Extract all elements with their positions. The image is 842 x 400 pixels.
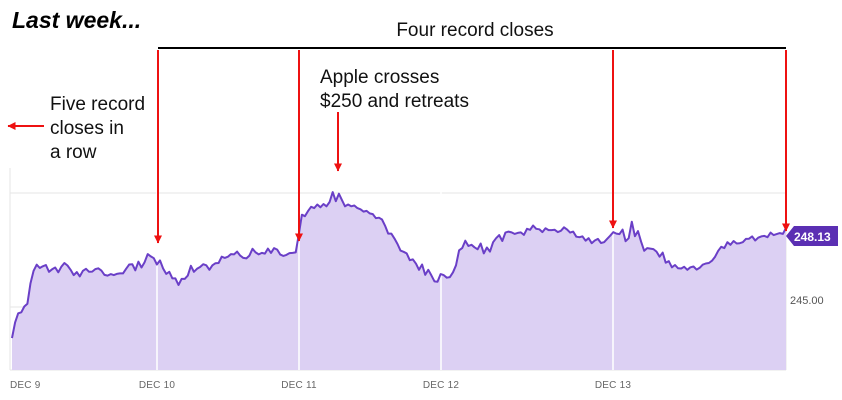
bracket-annotation-label: Four record closes <box>396 20 553 41</box>
x-axis-ticks: DEC 9 DEC 10 DEC 11 DEC 12 DEC 13 <box>10 380 631 391</box>
price-line <box>11 191 787 339</box>
last-value-badge-shape <box>786 226 838 246</box>
x-tick-label: DEC 10 <box>139 380 175 391</box>
five-record-line-1: Five record <box>50 94 145 115</box>
five-record-line-2: closes in <box>50 118 124 139</box>
x-tick-label: DEC 11 <box>281 380 317 391</box>
apple-annotation: Apple crosses $250 and retreats <box>320 67 469 112</box>
last-value-badge: 248.13 <box>786 226 838 246</box>
x-tick-label: DEC 12 <box>423 380 459 391</box>
price-area-fill <box>12 192 786 370</box>
apple-annotation-line-2: $250 and retreats <box>320 91 469 112</box>
apple-annotation-line-1: Apple crosses <box>320 67 439 88</box>
x-tick-label: DEC 9 <box>10 380 41 391</box>
x-tick-label: DEC 13 <box>595 380 631 391</box>
record-close-arrows <box>154 50 790 244</box>
headline: Last week... <box>12 7 141 33</box>
y-tick-label-245: 245.00 <box>790 295 824 307</box>
last-value-label: 248.13 <box>794 230 831 244</box>
five-record-annotation: Five record closes in a row <box>50 94 150 163</box>
five-record-line-3: a row <box>50 142 97 163</box>
